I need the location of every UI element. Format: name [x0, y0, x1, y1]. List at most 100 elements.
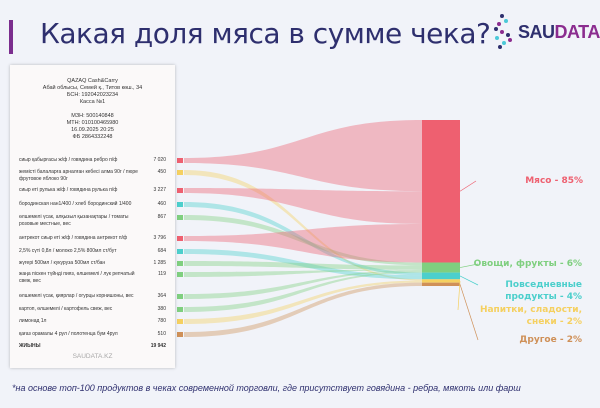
receipt-site: SAUDATA.KZ — [72, 353, 113, 360]
item-price: 867 — [157, 214, 166, 220]
receipt-item: сиыр еті рулька ж/ф / говядина рулька п/… — [19, 187, 166, 194]
item-price: 780 — [157, 318, 166, 324]
item-marker — [177, 236, 183, 241]
receipt-item: қағаз орамалы 4 рул / полотенца бум 4рул… — [19, 331, 166, 338]
receipt-header: QAZAQ Cash&Carry Абай облысы, Семей қ., Т… — [10, 78, 175, 141]
item-price: 684 — [157, 248, 166, 254]
item-price: 460 — [157, 201, 166, 207]
item-price: 3 796 — [153, 235, 166, 241]
item-price: 510 — [157, 331, 166, 337]
receipt-item: картоп, өлшемелі / картофель свеж, вес 38… — [19, 306, 166, 313]
item-marker — [177, 158, 183, 163]
bar-segment-everyday — [422, 272, 460, 280]
receipt-item: жүгері 500мл / кукуруза 500мл ст/бан 1 28… — [19, 260, 166, 267]
logo-wordmark: SAUDATA — [518, 22, 600, 43]
flow-everyday — [184, 202, 422, 276]
item-marker — [177, 202, 183, 207]
receipt-item: бородинская нан1/400 / хлеб бородинский … — [19, 201, 166, 208]
item-price: 1 285 — [153, 260, 166, 266]
category-label-drinks: Напитки, сладости, снеки - 2% — [479, 305, 582, 327]
receipt-item: антрекот сиыр еті ж/ф / говядина антреко… — [19, 235, 166, 242]
item-name: қағаз орамалы 4 рул / полотенца бум 4рул — [19, 331, 118, 337]
category-label-everyday: Повседневные продукты - 4% — [505, 280, 582, 302]
item-price: 119 — [158, 271, 166, 277]
receipt-item: 2,5% сүті 0,8л / молоко 2,5% 800мл ст/бу… — [19, 248, 166, 255]
receipt-item: жаңа піскен түйнді пияз, өлшемелі / лук … — [19, 271, 166, 284]
item-marker — [177, 272, 183, 277]
total-value: 19 942 — [150, 343, 166, 349]
title-accent-bar — [9, 20, 13, 54]
receipt-meta-line: 16.09.2025 20:25 — [71, 127, 114, 133]
item-price: 3 227 — [153, 187, 166, 193]
flow-veg — [184, 215, 422, 266]
bar-segment-drinks — [422, 279, 460, 283]
leader-line — [459, 284, 479, 341]
receipt-header-line: QAZAQ Cash&Carry — [67, 78, 118, 84]
category-label-meat: Мясо - 85% — [525, 176, 583, 186]
flow-other — [184, 282, 422, 337]
item-price: 364 — [157, 293, 166, 299]
item-marker — [177, 294, 183, 299]
item-name: антрекот сиыр еті ж/ф / говядина антреко… — [19, 235, 128, 241]
item-marker — [177, 170, 183, 175]
item-marker — [177, 215, 183, 220]
flow-veg — [184, 271, 422, 312]
flow-meat — [184, 120, 422, 192]
flow-meat — [184, 188, 422, 224]
leader-line — [459, 263, 479, 268]
bar-segment-other — [422, 282, 460, 286]
flow-veg — [184, 269, 422, 277]
item-marker — [177, 261, 183, 266]
flow-everyday — [184, 249, 422, 280]
item-marker — [177, 307, 183, 312]
item-name: 2,5% сүті 0,8л / молоко 2,5% 800мл ст/бу… — [19, 248, 117, 254]
item-name: өлшемелі үсак, алқызыл қызанақтары / том… — [19, 214, 129, 227]
leader-line — [459, 275, 479, 286]
receipt-total: ЖИЫНЫ 19 942 — [19, 343, 166, 350]
receipt-meta-line: ФБ 2864332248 — [72, 134, 113, 140]
leader-line — [459, 180, 477, 192]
bar-segment-veg — [422, 262, 460, 273]
total-label: ЖИЫНЫ — [19, 343, 41, 349]
item-marker — [177, 249, 183, 254]
receipt-meta-line: МЗН: 500140848 — [71, 113, 114, 119]
bar-segment-meat — [422, 120, 460, 263]
flow-veg — [184, 261, 422, 270]
item-price: 380 — [157, 306, 166, 312]
flow-drinks — [184, 170, 422, 281]
item-name: картоп, өлшемелі / картофель свеж, вес — [19, 306, 113, 312]
receipt-item: сиыр қабырғасы ж/ф / говядина ребро п/ф 7… — [19, 157, 166, 164]
item-name: өлшемелі үсак, қиярлар / огурцы корнишон… — [19, 293, 134, 299]
logo-part1: SAU — [518, 21, 555, 42]
flow-veg — [184, 270, 422, 299]
item-name: жаңа піскен түйнді пияз, өлшемелі / лук … — [19, 271, 135, 284]
receipt: QAZAQ Cash&Carry Абай облысы, Семей қ., Т… — [10, 65, 175, 368]
receipt-item: жемісті балаларға арналған кебесі алма 9… — [19, 169, 166, 182]
receipt-item: өлшемелі үсак, қиярлар / огурцы корнишон… — [19, 293, 166, 300]
item-name: бородинская нан1/400 / хлеб бородинский … — [19, 201, 132, 207]
receipt-item: лимонад 1л 780 — [19, 318, 166, 325]
category-label-veg: Овощи, фрукты - 6% — [473, 259, 582, 269]
item-name: жемісті балаларға арналған кебесі алма 9… — [19, 169, 138, 182]
item-name: жүгері 500мл / кукуруза 500мл ст/бан — [19, 260, 106, 266]
flow-drinks — [184, 280, 422, 324]
receipt-item: өлшемелі үсак, алқызыл қызанақтары / том… — [19, 214, 166, 227]
item-marker — [177, 188, 183, 193]
footnote: *на основе топ-100 продуктов в чеках сов… — [12, 383, 521, 393]
receipt-header-line: Абай облысы, Семей қ., Титов көш., 34 — [42, 85, 143, 91]
logo-mark-icon — [492, 14, 514, 50]
logo-part2: DATA — [554, 21, 600, 42]
item-marker — [177, 332, 183, 337]
item-price: 7 020 — [153, 157, 166, 163]
category-label-other: Другое - 2% — [519, 335, 582, 345]
leader-line — [457, 280, 461, 311]
receipt-header-line: БСН: 192042023234 — [66, 92, 119, 98]
receipt-header-line: Касса №1 — [79, 99, 106, 105]
item-name: лимонад 1л — [19, 318, 47, 324]
item-price: 450 — [157, 169, 166, 175]
item-name: сиыр еті рулька ж/ф / говядина рулька п/… — [19, 187, 118, 193]
page-title: Какая доля мяса в сумме чека? — [40, 17, 491, 50]
flow-meat — [184, 223, 422, 263]
item-name: сиыр қабырғасы ж/ф / говядина ребро п/ф — [19, 157, 118, 163]
